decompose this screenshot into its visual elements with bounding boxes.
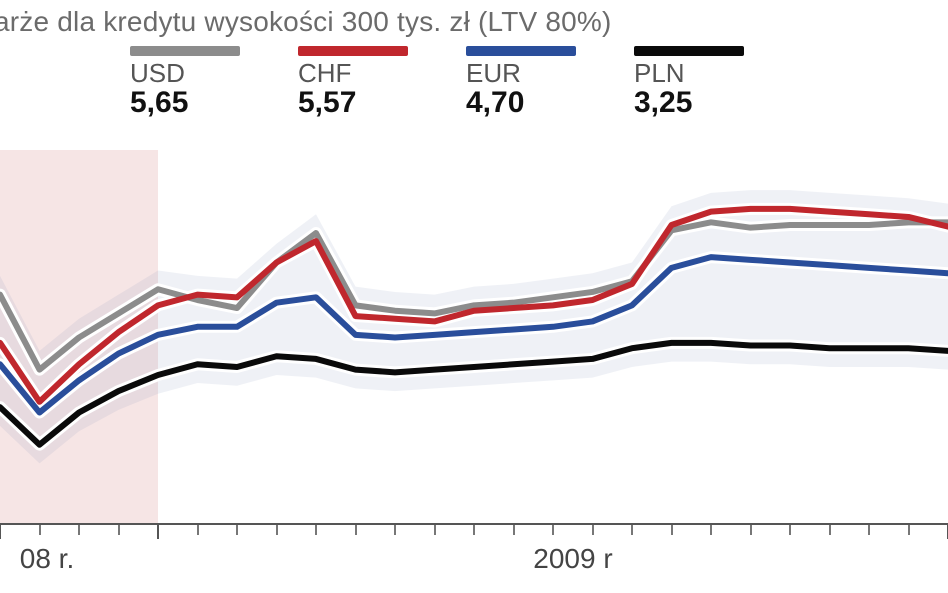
x-tick-minor <box>513 525 515 535</box>
x-tick-minor <box>473 525 475 535</box>
x-tick-minor <box>552 525 554 535</box>
legend-swatch <box>466 46 576 56</box>
chart-title: arże dla kredytu wysokości 300 tys. zł (… <box>0 6 612 38</box>
legend-item-usd: USD5,65 <box>130 46 240 119</box>
x-tick-major <box>157 525 159 539</box>
legend-label: CHF <box>298 60 351 87</box>
legend-value: 5,57 <box>298 87 356 119</box>
x-tick-minor <box>434 525 436 535</box>
x-tick-minor <box>197 525 199 535</box>
x-tick-minor <box>671 525 673 535</box>
x-tick-minor <box>236 525 238 535</box>
legend-value: 4,70 <box>466 87 524 119</box>
legend-swatch <box>298 46 408 56</box>
x-tick-minor <box>631 525 633 535</box>
x-tick-minor <box>750 525 752 535</box>
x-axis-label: 08 r. <box>20 543 74 575</box>
legend: USD5,65 CHF5,57 EUR4,70 PLN3,25 <box>130 46 744 119</box>
x-ticks <box>0 525 948 545</box>
x-tick-minor <box>829 525 831 535</box>
x-tick-minor <box>592 525 594 535</box>
x-tick-minor <box>118 525 120 535</box>
legend-label: PLN <box>634 60 685 87</box>
legend-swatch <box>130 46 240 56</box>
x-tick-minor <box>315 525 317 535</box>
x-tick-minor <box>276 525 278 535</box>
x-tick-minor <box>355 525 357 535</box>
legend-label: USD <box>130 60 185 87</box>
x-tick-minor <box>908 525 910 535</box>
x-tick-minor <box>789 525 791 535</box>
legend-value: 3,25 <box>634 87 692 119</box>
legend-swatch <box>634 46 744 56</box>
x-tick-minor <box>710 525 712 535</box>
x-tick-minor <box>868 525 870 535</box>
x-tick-minor <box>78 525 80 535</box>
x-axis-label: 2009 r <box>533 543 612 575</box>
legend-item-chf: CHF5,57 <box>298 46 408 119</box>
x-tick-minor <box>39 525 41 535</box>
legend-item-pln: PLN3,25 <box>634 46 744 119</box>
legend-label: EUR <box>466 60 521 87</box>
legend-item-eur: EUR4,70 <box>466 46 576 119</box>
x-tick-minor <box>394 525 396 535</box>
x-tick-major <box>0 525 1 539</box>
legend-value: 5,65 <box>130 87 188 119</box>
line-chart-svg <box>0 150 948 525</box>
x-axis: 08 r. 2009 r <box>0 525 948 585</box>
chart-area <box>0 150 948 525</box>
